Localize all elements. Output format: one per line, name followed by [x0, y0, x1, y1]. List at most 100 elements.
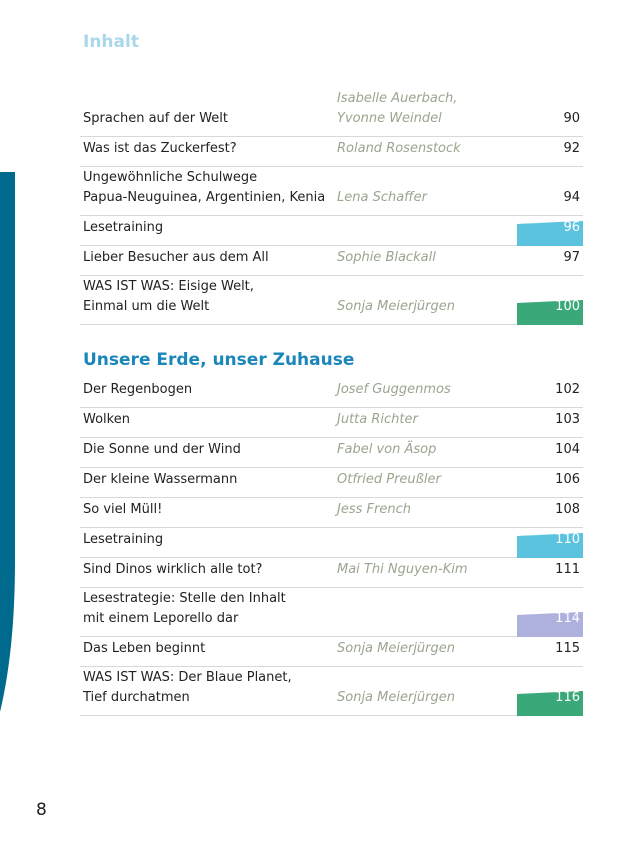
- toc-entry[interactable]: Das Leben beginnt Sonja Meierjürgen 115: [80, 637, 583, 667]
- entry-author-line: Sophie Blackall: [337, 250, 436, 265]
- entry-title-line: Was ist das Zuckerfest?: [83, 141, 237, 156]
- toc-entry[interactable]: Was ist das Zuckerfest? Roland Rosenstock…: [80, 137, 583, 167]
- entry-title-line: Sprachen auf der Welt: [83, 111, 229, 126]
- entry-page-number: 90: [563, 111, 580, 126]
- entry-title-line: Sind Dinos wirklich alle tot?: [83, 562, 263, 577]
- entry-author: Sonja Meierjürgen: [337, 297, 455, 317]
- entry-author-line: Josef Guggenmos: [337, 382, 451, 397]
- entry-author: Otfried Preußler: [337, 470, 441, 490]
- entry-page-number: 96: [563, 220, 580, 235]
- entry-author: Sonja Meierjürgen: [337, 639, 455, 659]
- entry-author: Mai Thi Nguyen-Kim: [337, 560, 468, 580]
- entry-title-line: Lesestrategie: Stelle den Inhalt: [83, 591, 286, 606]
- toc-entry[interactable]: Lesetraining 96: [80, 216, 583, 246]
- entry-author-line: Mai Thi Nguyen-Kim: [337, 562, 468, 577]
- entry-author-line: Sonja Meierjürgen: [337, 690, 456, 705]
- entry-title: Lesetraining: [83, 530, 163, 550]
- entry-title-line: Die Sonne und der Wind: [83, 442, 241, 457]
- entry-title: Sprachen auf der Welt: [83, 109, 228, 129]
- toc-entry[interactable]: Sprachen auf der Welt Isabelle Auerbach, Y…: [80, 88, 583, 137]
- entry-author: Josef Guggenmos: [337, 380, 451, 400]
- entry-title: Der kleine Wassermann: [83, 470, 237, 490]
- entry-title-line: Der Regenbogen: [83, 382, 193, 397]
- entry-page-number: 108: [555, 502, 580, 517]
- entry-title-line: Lieber Besucher aus dem All: [83, 250, 269, 265]
- entry-title: Der Regenbogen: [83, 380, 192, 400]
- entry-title: Lesetraining: [83, 218, 163, 238]
- entry-author-line: Yvonne Weindel: [337, 111, 442, 126]
- toc-list: Sprachen auf der Welt Isabelle Auerbach, Y…: [80, 88, 583, 325]
- decorative-side-band: [0, 172, 15, 712]
- entry-title-line: Ungewöhnliche Schulwege: [83, 170, 258, 185]
- entry-title: Die Sonne und der Wind: [83, 440, 241, 460]
- entry-title-line: WAS IST WAS: Eisige Welt,: [83, 279, 254, 294]
- lavender-page-tag: [517, 612, 583, 637]
- toc-entry[interactable]: Der Regenbogen Josef Guggenmos 102: [80, 378, 583, 408]
- entry-author: Lena Schaffer: [337, 188, 427, 208]
- entry-title-line: Tief durchatmen: [83, 690, 190, 705]
- entry-author-line: Lena Schaffer: [337, 190, 427, 205]
- entry-title: Das Leben beginnt: [83, 639, 205, 659]
- entry-author-line: Sonja Meierjürgen: [337, 641, 456, 656]
- entry-page-number: 102: [555, 382, 580, 397]
- entry-page-number: 103: [555, 412, 580, 427]
- entry-page-number: 92: [563, 141, 580, 156]
- entry-author-line: Jutta Richter: [337, 412, 418, 427]
- entry-title-line: Lesetraining: [83, 532, 164, 547]
- entry-title: WAS IST WAS: Der Blaue Planet, Tief durch…: [83, 668, 292, 708]
- entry-author-line: Jess French: [337, 502, 411, 517]
- entry-title-line: Lesetraining: [83, 220, 164, 235]
- entry-author-line: Roland Rosenstock: [337, 141, 461, 156]
- entry-title-line: Der kleine Wassermann: [83, 472, 238, 487]
- entry-title: Was ist das Zuckerfest?: [83, 139, 237, 159]
- entry-title-line: WAS IST WAS: Der Blaue Planet,: [83, 670, 292, 685]
- entry-page-number: 100: [555, 299, 580, 314]
- entry-page-number: 110: [555, 532, 580, 547]
- entry-title: So viel Müll!: [83, 500, 162, 520]
- entry-page-number: 114: [555, 611, 580, 626]
- entry-author-line: Sonja Meierjürgen: [337, 299, 456, 314]
- toc-entry[interactable]: So viel Müll! Jess French 108: [80, 498, 583, 528]
- entry-author: Sonja Meierjürgen: [337, 688, 455, 708]
- entry-author-line: Fabel von Äsop: [337, 442, 437, 457]
- entry-author: Jess French: [337, 500, 411, 520]
- entry-title-line: Das Leben beginnt: [83, 641, 206, 656]
- entry-title-line: Einmal um die Welt: [83, 299, 210, 314]
- toc-entry[interactable]: Wolken Jutta Richter 103: [80, 408, 583, 438]
- toc-entry[interactable]: Lesestrategie: Stelle den Inhalt mit eine…: [80, 588, 583, 637]
- entry-author: Roland Rosenstock: [337, 139, 461, 159]
- entry-page-number: 116: [555, 690, 580, 705]
- toc-entry[interactable]: WAS IST WAS: Der Blaue Planet, Tief durch…: [80, 667, 583, 716]
- toc-entry[interactable]: Sind Dinos wirklich alle tot? Mai Thi Ngu…: [80, 558, 583, 588]
- toc-entry[interactable]: WAS IST WAS: Eisige Welt, Einmal um die W…: [80, 276, 583, 325]
- entry-page-number: 94: [563, 190, 580, 205]
- entry-title-line: mit einem Leporello dar: [83, 611, 239, 626]
- entry-page-number: 106: [555, 472, 580, 487]
- entry-author-line: Isabelle Auerbach,: [337, 91, 458, 106]
- entry-page-number: 97: [563, 250, 580, 265]
- entry-title-line: Papua-Neuguinea, Argentinien, Kenia: [83, 190, 326, 205]
- page-number: 8: [36, 800, 47, 820]
- toc-list: Der Regenbogen Josef Guggenmos 102 Wolken Ju…: [80, 378, 583, 716]
- toc-entry[interactable]: Lesetraining 110: [80, 528, 583, 558]
- entry-title: Lieber Besucher aus dem All: [83, 248, 269, 268]
- toc-entry[interactable]: Ungewöhnliche Schulwege Papua-Neuguinea, …: [80, 167, 583, 216]
- entry-author: Jutta Richter: [337, 410, 418, 430]
- entry-title: Wolken: [83, 410, 130, 430]
- entry-author: Fabel von Äsop: [337, 440, 436, 460]
- cyan-page-tag: [517, 533, 583, 558]
- entry-title-line: So viel Müll!: [83, 502, 163, 517]
- cyan-page-tag: [517, 221, 583, 246]
- entry-title: Ungewöhnliche Schulwege Papua-Neuguinea, …: [83, 168, 325, 208]
- section-title: Inhalt: [83, 32, 139, 52]
- entry-page-number: 104: [555, 442, 580, 457]
- toc-entry[interactable]: Die Sonne und der Wind Fabel von Äsop 104: [80, 438, 583, 468]
- green-page-tag: [517, 691, 583, 716]
- entry-page-number: 111: [555, 562, 580, 577]
- toc-entry[interactable]: Der kleine Wassermann Otfried Preußler 106: [80, 468, 583, 498]
- entry-author: Isabelle Auerbach, Yvonne Weindel: [337, 89, 457, 129]
- entry-author-line: Otfried Preußler: [337, 472, 441, 487]
- toc-entry[interactable]: Lieber Besucher aus dem All Sophie Blacka…: [80, 246, 583, 276]
- green-page-tag: [517, 300, 583, 325]
- entry-page-number: 115: [555, 641, 580, 656]
